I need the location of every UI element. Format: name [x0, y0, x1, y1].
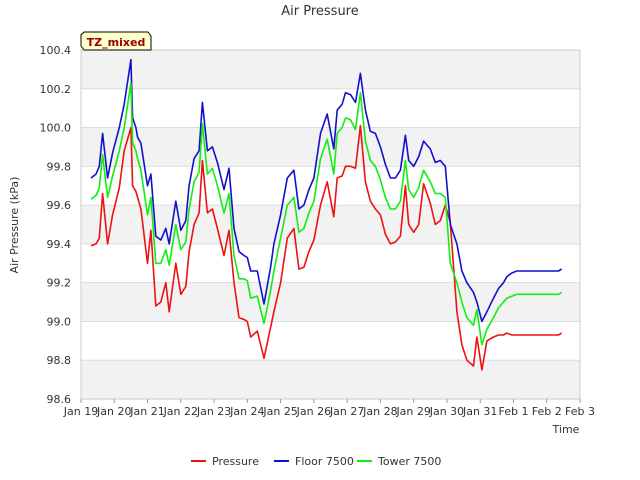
- x-tick-label: Jan 23: [196, 405, 231, 418]
- y-tick-label: 99.6: [47, 199, 72, 212]
- y-tick-label: 100.2: [40, 83, 72, 96]
- y-tick-label: 100.0: [40, 122, 72, 135]
- series-line-pressure: [90, 124, 563, 371]
- plot-frame: [80, 49, 581, 400]
- grid-band: [81, 50, 580, 89]
- series-line-floor-7500: [90, 58, 563, 323]
- x-tick-label: Jan 28: [362, 405, 397, 418]
- series-lines: [90, 58, 563, 371]
- x-tick-label: Jan 22: [163, 405, 198, 418]
- y-tick-label: 100.4: [40, 44, 72, 57]
- y-tick-label: 99.0: [47, 315, 72, 328]
- x-tick-label: Jan 21: [129, 405, 164, 418]
- x-tick-label: Jan 24: [229, 405, 264, 418]
- x-tick-label: Jan 26: [296, 405, 331, 418]
- y-tick-label: 99.4: [47, 238, 72, 251]
- x-tick-label: Feb 2: [532, 405, 562, 418]
- y-tick-label: 99.2: [47, 277, 72, 290]
- legend-label: Floor 7500: [295, 455, 354, 468]
- x-tick-label: Jan 30: [429, 405, 464, 418]
- annotation-label: TZ_mixed: [87, 36, 146, 49]
- annotation-frame: [80, 31, 152, 51]
- series-line-tower-7500: [90, 82, 563, 346]
- x-tick-label: Jan 25: [262, 405, 297, 418]
- annotation-box: TZ_mixed: [80, 31, 152, 51]
- grid-band: [81, 360, 580, 399]
- x-axis-label: Time: [552, 423, 580, 436]
- x-tick-label: Jan 27: [329, 405, 364, 418]
- x-tick-label: Jan 31: [462, 405, 497, 418]
- x-tick-label: Jan 19: [63, 405, 98, 418]
- legend: Pressure Floor 7500 Tower 7500: [191, 455, 441, 468]
- legend-label: Tower 7500: [377, 455, 441, 468]
- y-tick-label: 98.6: [47, 393, 72, 406]
- y-axis-ticks: 98.6 98.8 99.0 99.2 99.4 99.6 99.8 100.0 100.2 10…: [40, 44, 72, 406]
- x-tick-label: Jan 20: [96, 405, 131, 418]
- y-tick-label: 98.8: [47, 354, 72, 367]
- x-tick-label: Jan 29: [395, 405, 430, 418]
- y-tick-label: 99.8: [47, 160, 72, 173]
- y-axis-label: Air Pressure (kPa): [8, 177, 21, 274]
- legend-label: Pressure: [212, 455, 259, 468]
- x-tick-label: Feb 1: [498, 405, 528, 418]
- x-tick-label: Feb 3: [565, 405, 595, 418]
- chart-title: Air Pressure: [281, 4, 359, 19]
- grid-band: [81, 205, 580, 244]
